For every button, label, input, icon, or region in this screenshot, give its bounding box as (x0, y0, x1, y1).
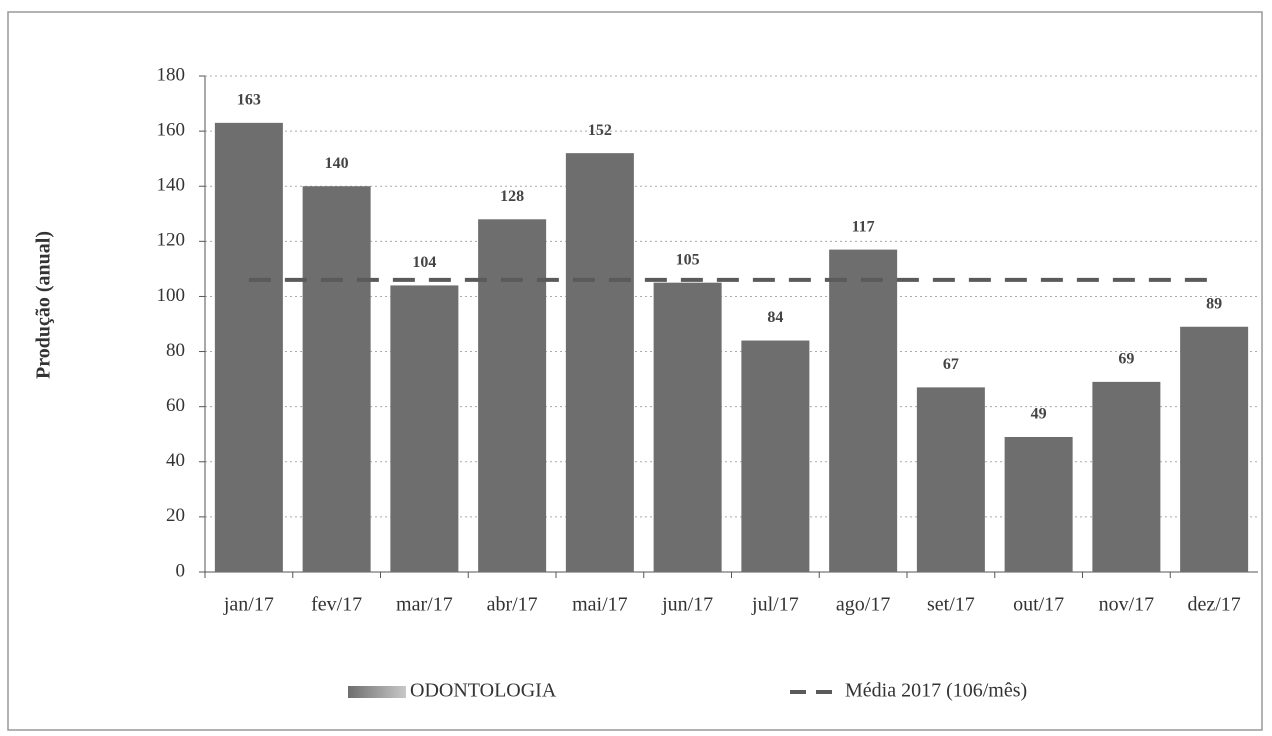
data-label: 105 (676, 251, 700, 268)
x-tick-label: fev/17 (311, 594, 362, 616)
chart-border (7, 11, 1263, 731)
data-label: 67 (943, 356, 959, 373)
data-label: 84 (767, 309, 783, 326)
x-tick-label: jun/17 (661, 594, 713, 616)
y-tick-label: 80 (166, 340, 185, 361)
bar (1092, 381, 1161, 572)
x-tick-label: ago/17 (836, 594, 890, 616)
x-tick-label: jul/17 (751, 594, 799, 616)
x-tick-label: dez/17 (1187, 594, 1240, 616)
bar (565, 153, 634, 572)
x-tick-label: abr/17 (487, 594, 538, 616)
data-label: 69 (1118, 351, 1134, 368)
x-tick-label: out/17 (1013, 594, 1064, 616)
y-tick-label: 0 (176, 560, 186, 581)
bar (1004, 436, 1073, 572)
x-tick-label: mai/17 (572, 594, 628, 616)
bar (829, 249, 898, 572)
y-tick-label: 100 (157, 285, 186, 306)
data-label: 128 (500, 188, 524, 205)
y-tick-label: 20 (166, 505, 185, 526)
data-label: 49 (1031, 406, 1047, 423)
bar (214, 122, 283, 572)
data-label: 140 (325, 155, 349, 172)
y-tick-label: 60 (166, 395, 185, 416)
x-tick-label: mar/17 (396, 594, 453, 616)
legend-swatch (348, 686, 406, 698)
data-label: 104 (412, 254, 436, 271)
legend-label: Média 2017 (106/mês) (845, 680, 1027, 702)
bar (478, 219, 547, 573)
data-label: 117 (852, 218, 875, 235)
legend-label: ODONTOLOGIA (410, 680, 557, 702)
bar (390, 285, 459, 572)
y-tick-label: 120 (157, 230, 186, 251)
data-label: 152 (588, 122, 612, 139)
y-tick-label: 180 (157, 64, 186, 85)
bar (741, 340, 810, 572)
bar (916, 387, 985, 572)
y-tick-label: 140 (157, 175, 186, 196)
data-label: 89 (1206, 295, 1222, 312)
y-axis-label: Produção (anual) (33, 231, 55, 379)
bar (653, 282, 722, 572)
bar (302, 186, 371, 572)
data-label: 163 (237, 92, 261, 109)
x-tick-label: nov/17 (1099, 594, 1155, 616)
x-tick-label: jan/17 (223, 594, 274, 616)
bar (1180, 326, 1249, 572)
x-tick-label: set/17 (927, 594, 975, 616)
y-tick-label: 40 (166, 450, 185, 471)
y-tick-label: 160 (157, 119, 186, 140)
